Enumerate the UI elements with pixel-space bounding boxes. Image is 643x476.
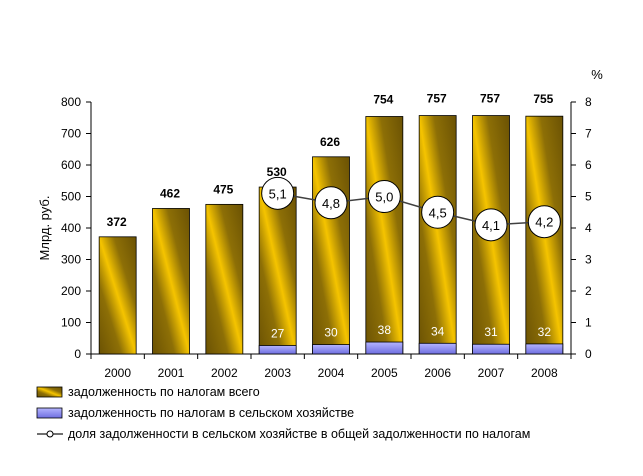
- y2-axis-title: %: [591, 67, 603, 82]
- bar-agriculture: [258, 345, 297, 355]
- share-point: [314, 186, 348, 220]
- y-tick-label: 0: [74, 347, 81, 361]
- legend-swatch-agriculture: [36, 407, 63, 419]
- bar-total: [258, 186, 297, 355]
- bar-agriculture: [365, 341, 404, 355]
- bar-agriculture: [312, 344, 350, 355]
- y-tick-label: 100: [61, 316, 81, 330]
- bar-total: [205, 203, 244, 355]
- y2-tick-label: 8: [585, 95, 592, 109]
- bar-total: [365, 116, 404, 355]
- bar-total-label: 372: [107, 215, 127, 229]
- x-tick-label: 2005: [371, 366, 398, 380]
- bar-agriculture-label: 34: [431, 324, 445, 338]
- bar-agriculture: [472, 343, 510, 355]
- x-tick-label: 2002: [211, 366, 238, 380]
- bar-agriculture: [418, 342, 457, 355]
- bar-agriculture: [525, 343, 564, 355]
- share-point-label: 4,8: [322, 196, 340, 211]
- share-point-label: 5,0: [375, 190, 393, 205]
- bar-total-label: 754: [373, 92, 393, 106]
- bar-total-label: 757: [480, 92, 500, 106]
- bar-total: [418, 115, 457, 355]
- y-tick-label: 800: [61, 95, 81, 109]
- y2-tick-label: 5: [585, 190, 592, 204]
- x-tick-label: 2003: [264, 366, 291, 380]
- y-tick-label: 500: [61, 190, 81, 204]
- bar-total: [98, 236, 137, 355]
- bar-total-label: 462: [160, 186, 180, 200]
- y2-tick-label: 4: [585, 221, 592, 235]
- share-point-label: 4,1: [482, 218, 500, 233]
- share-point-label: 4,5: [429, 205, 447, 220]
- y2-tick-label: 2: [585, 284, 592, 298]
- y-tick-label: 300: [61, 253, 81, 267]
- legend-label-total: задолженность по налогам всего: [68, 385, 260, 399]
- x-tick-label: 2006: [424, 366, 451, 380]
- y-tick-label: 700: [61, 127, 81, 141]
- x-tick-label: 2004: [318, 366, 345, 380]
- y2-tick-label: 0: [585, 347, 592, 361]
- y-tick-label: 400: [61, 221, 81, 235]
- share-point: [421, 195, 455, 229]
- share-point: [261, 176, 295, 210]
- x-tick-label: 2007: [478, 366, 505, 380]
- line-layer: 5,1 4,8 5,0 4,5 4,1 4,2: [261, 176, 561, 242]
- y2-tick-label: 7: [585, 127, 592, 141]
- share-point-label: 5,1: [269, 186, 287, 201]
- y2-tick-label: 1: [585, 316, 592, 330]
- bar-total: [152, 208, 190, 355]
- bar-agriculture-label: 30: [324, 326, 338, 340]
- bar-agriculture-label: 27: [271, 326, 285, 340]
- bar-total-label: 755: [533, 92, 553, 106]
- x-tick-label: 2001: [158, 366, 185, 380]
- legend-label-share: доля задолженности в сельском хозяйстве …: [68, 427, 530, 441]
- share-point-label: 4,2: [535, 215, 553, 230]
- legend-marker-share: [46, 430, 54, 438]
- legend-label-agriculture: задолженность по налогам в сельском хозя…: [68, 406, 354, 420]
- bar-total-label: 530: [267, 165, 287, 179]
- bar-agriculture-label: 32: [538, 325, 552, 339]
- share-point: [527, 205, 561, 239]
- y-tick-label: 200: [61, 284, 81, 298]
- x-tick-label: 2008: [531, 366, 558, 380]
- bar-agriculture-label: 31: [484, 325, 498, 339]
- y-tick-label: 600: [61, 158, 81, 172]
- bar-total-label: 475: [213, 182, 233, 196]
- legend-swatch-total: [36, 386, 63, 398]
- bar-total-label: 757: [427, 92, 447, 106]
- y2-tick-label: 3: [585, 253, 592, 267]
- y-axis-title: Млрд. руб.: [37, 196, 52, 261]
- y2-tick-label: 6: [585, 158, 592, 172]
- share-point: [474, 208, 508, 242]
- legend: задолженность по налогам всего задолженно…: [36, 385, 530, 441]
- share-point: [367, 180, 401, 213]
- x-tick-label: 2000: [104, 366, 131, 380]
- bar-agriculture-label: 38: [378, 323, 392, 337]
- bar-total-label: 626: [320, 135, 340, 149]
